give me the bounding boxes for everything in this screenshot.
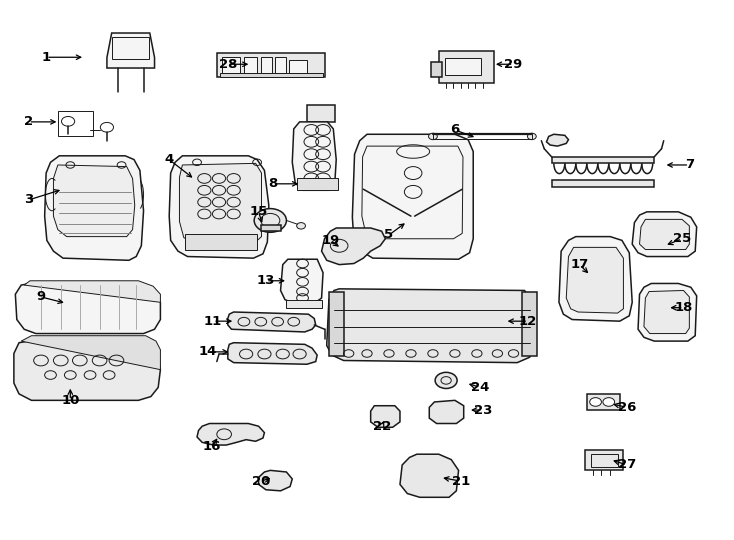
Bar — [261, 225, 281, 231]
Polygon shape — [566, 247, 623, 313]
Polygon shape — [15, 284, 161, 334]
Bar — [58, 111, 93, 137]
Polygon shape — [45, 156, 144, 260]
Polygon shape — [107, 33, 155, 68]
Text: 14: 14 — [199, 346, 217, 359]
Bar — [217, 53, 325, 77]
Text: 21: 21 — [451, 475, 470, 488]
Text: 16: 16 — [203, 440, 221, 453]
Text: 27: 27 — [618, 458, 636, 471]
Circle shape — [297, 222, 305, 229]
Polygon shape — [54, 165, 135, 237]
Circle shape — [603, 397, 614, 406]
Text: 8: 8 — [269, 177, 278, 190]
Polygon shape — [327, 289, 534, 363]
Bar — [261, 57, 272, 73]
Text: 26: 26 — [618, 401, 636, 414]
Polygon shape — [559, 237, 632, 321]
Circle shape — [435, 373, 457, 388]
Polygon shape — [228, 343, 317, 364]
Polygon shape — [371, 406, 400, 427]
Text: 3: 3 — [24, 193, 33, 206]
Polygon shape — [547, 134, 568, 146]
Text: 2: 2 — [24, 116, 33, 129]
Bar — [445, 58, 482, 75]
Polygon shape — [280, 259, 323, 303]
Bar — [586, 394, 619, 410]
Polygon shape — [24, 281, 161, 302]
Bar — [432, 62, 442, 77]
Text: 17: 17 — [570, 258, 589, 271]
Text: 29: 29 — [504, 58, 523, 71]
Text: 11: 11 — [204, 315, 222, 328]
Text: 15: 15 — [250, 205, 268, 218]
Polygon shape — [14, 341, 161, 400]
Text: 12: 12 — [519, 315, 537, 328]
Text: 4: 4 — [164, 153, 174, 166]
Bar — [286, 300, 321, 308]
Polygon shape — [21, 336, 161, 370]
Polygon shape — [321, 228, 385, 265]
Bar — [297, 178, 338, 190]
Circle shape — [528, 133, 537, 140]
Bar — [185, 234, 257, 249]
Polygon shape — [400, 454, 459, 497]
Text: 20: 20 — [252, 475, 270, 488]
Text: 23: 23 — [473, 403, 492, 416]
Text: 28: 28 — [219, 58, 237, 71]
Bar — [307, 105, 335, 122]
Polygon shape — [352, 134, 473, 259]
Text: 1: 1 — [42, 51, 51, 64]
Text: 9: 9 — [37, 291, 46, 303]
Bar — [220, 73, 323, 77]
Text: 24: 24 — [471, 381, 490, 394]
Text: 13: 13 — [257, 274, 275, 287]
Text: 25: 25 — [673, 232, 691, 245]
Text: 22: 22 — [373, 420, 390, 433]
Polygon shape — [197, 423, 264, 445]
Bar — [552, 180, 654, 186]
Circle shape — [429, 133, 437, 140]
Bar — [585, 450, 623, 470]
Circle shape — [589, 397, 601, 406]
Bar — [591, 454, 617, 467]
Bar — [523, 292, 537, 356]
Circle shape — [254, 208, 286, 232]
Text: 6: 6 — [450, 124, 459, 137]
Text: 10: 10 — [61, 394, 79, 407]
Polygon shape — [429, 400, 464, 423]
Polygon shape — [632, 212, 697, 256]
Bar — [244, 57, 257, 73]
Bar — [288, 60, 307, 73]
Polygon shape — [638, 284, 697, 341]
Polygon shape — [228, 312, 316, 332]
Text: 5: 5 — [385, 228, 393, 241]
Bar — [275, 57, 286, 73]
Polygon shape — [179, 164, 261, 242]
Polygon shape — [644, 291, 689, 334]
Polygon shape — [170, 156, 269, 258]
Text: 19: 19 — [321, 234, 340, 247]
Polygon shape — [639, 219, 689, 249]
Bar — [222, 57, 240, 73]
Text: 18: 18 — [675, 301, 693, 314]
Bar — [439, 51, 494, 83]
Text: 7: 7 — [685, 158, 694, 172]
Bar — [552, 157, 654, 164]
Polygon shape — [292, 122, 336, 190]
Bar — [329, 292, 344, 356]
Polygon shape — [258, 470, 292, 491]
